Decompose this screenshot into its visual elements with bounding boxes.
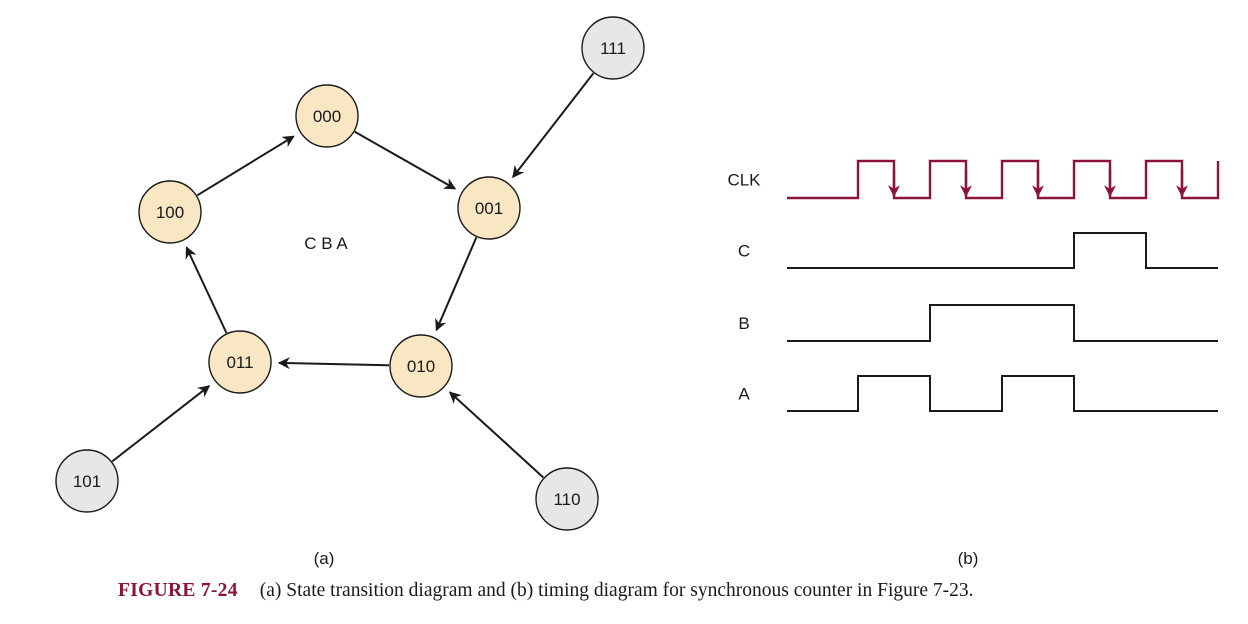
state-circle — [389, 334, 453, 398]
state-circle — [295, 84, 359, 148]
timing-signals: CLK C B A — [727, 159, 1220, 412]
unused-state-101: 101 — [55, 449, 119, 513]
state-circle — [457, 176, 521, 240]
waveform-b — [787, 304, 1218, 342]
signal-label-b: B — [738, 314, 749, 333]
state-label: 010 — [407, 357, 435, 376]
caption-text: (a) State transition diagram and (b) tim… — [259, 580, 974, 601]
timing-diagram: CLK C B A (b) — [727, 159, 1220, 568]
transition-arrow-101-to-011 — [111, 385, 211, 463]
subfigure-a-label: (a) — [314, 549, 335, 568]
unused-state-110: 110 — [535, 467, 599, 531]
signal-label-c: C — [738, 242, 750, 261]
state-circle — [535, 467, 599, 531]
signal-b: B — [738, 304, 1218, 342]
state-circle — [581, 16, 645, 80]
state-label: 111 — [600, 39, 626, 58]
transition-arrow-111-to-001 — [512, 72, 595, 179]
state-bit-order-label: C B A — [304, 234, 348, 253]
state-circle — [208, 330, 272, 394]
subfigure-b-label: (b) — [958, 549, 979, 568]
waveform-c — [787, 232, 1218, 269]
signal-a: A — [738, 375, 1218, 412]
signal-clk: CLK — [727, 159, 1220, 200]
transition-arrow-110-to-010 — [448, 391, 545, 479]
transition-arrows — [111, 72, 595, 479]
state-circle — [138, 180, 202, 244]
signal-label-clk: CLK — [727, 171, 761, 190]
state-nodes: 000 001 010 011 100 101 110 111 — [55, 16, 645, 531]
state-circle — [55, 449, 119, 513]
state-label: 000 — [313, 107, 341, 126]
main-state-011: 011 — [208, 330, 272, 394]
waveform-clk — [787, 159, 1220, 200]
transition-arrow-001-to-010 — [435, 236, 478, 332]
main-state-000: 000 — [295, 84, 359, 148]
transition-arrow-100-to-000 — [196, 135, 295, 197]
waveform-a — [787, 375, 1218, 412]
signal-c: C — [738, 232, 1218, 269]
state-label: 101 — [73, 472, 101, 491]
signal-label-a: A — [738, 385, 750, 404]
state-transition-diagram: 000 001 010 011 100 101 110 111 C B A (a) — [55, 16, 645, 568]
main-state-100: 100 — [138, 180, 202, 244]
transition-arrow-011-to-100 — [185, 246, 228, 334]
main-state-010: 010 — [389, 334, 453, 398]
main-state-001: 001 — [457, 176, 521, 240]
transition-arrow-000-to-001 — [354, 130, 457, 190]
unused-state-111: 111 — [581, 16, 645, 80]
state-label: 011 — [226, 353, 253, 372]
transition-arrow-010-to-011 — [277, 357, 390, 370]
state-label: 100 — [156, 203, 184, 222]
state-label: 001 — [475, 199, 503, 218]
state-label: 110 — [553, 490, 580, 509]
figure-caption: FIGURE 7-24 (a) State transition diagram … — [118, 580, 1238, 602]
figure-number: FIGURE 7-24 — [118, 580, 238, 601]
